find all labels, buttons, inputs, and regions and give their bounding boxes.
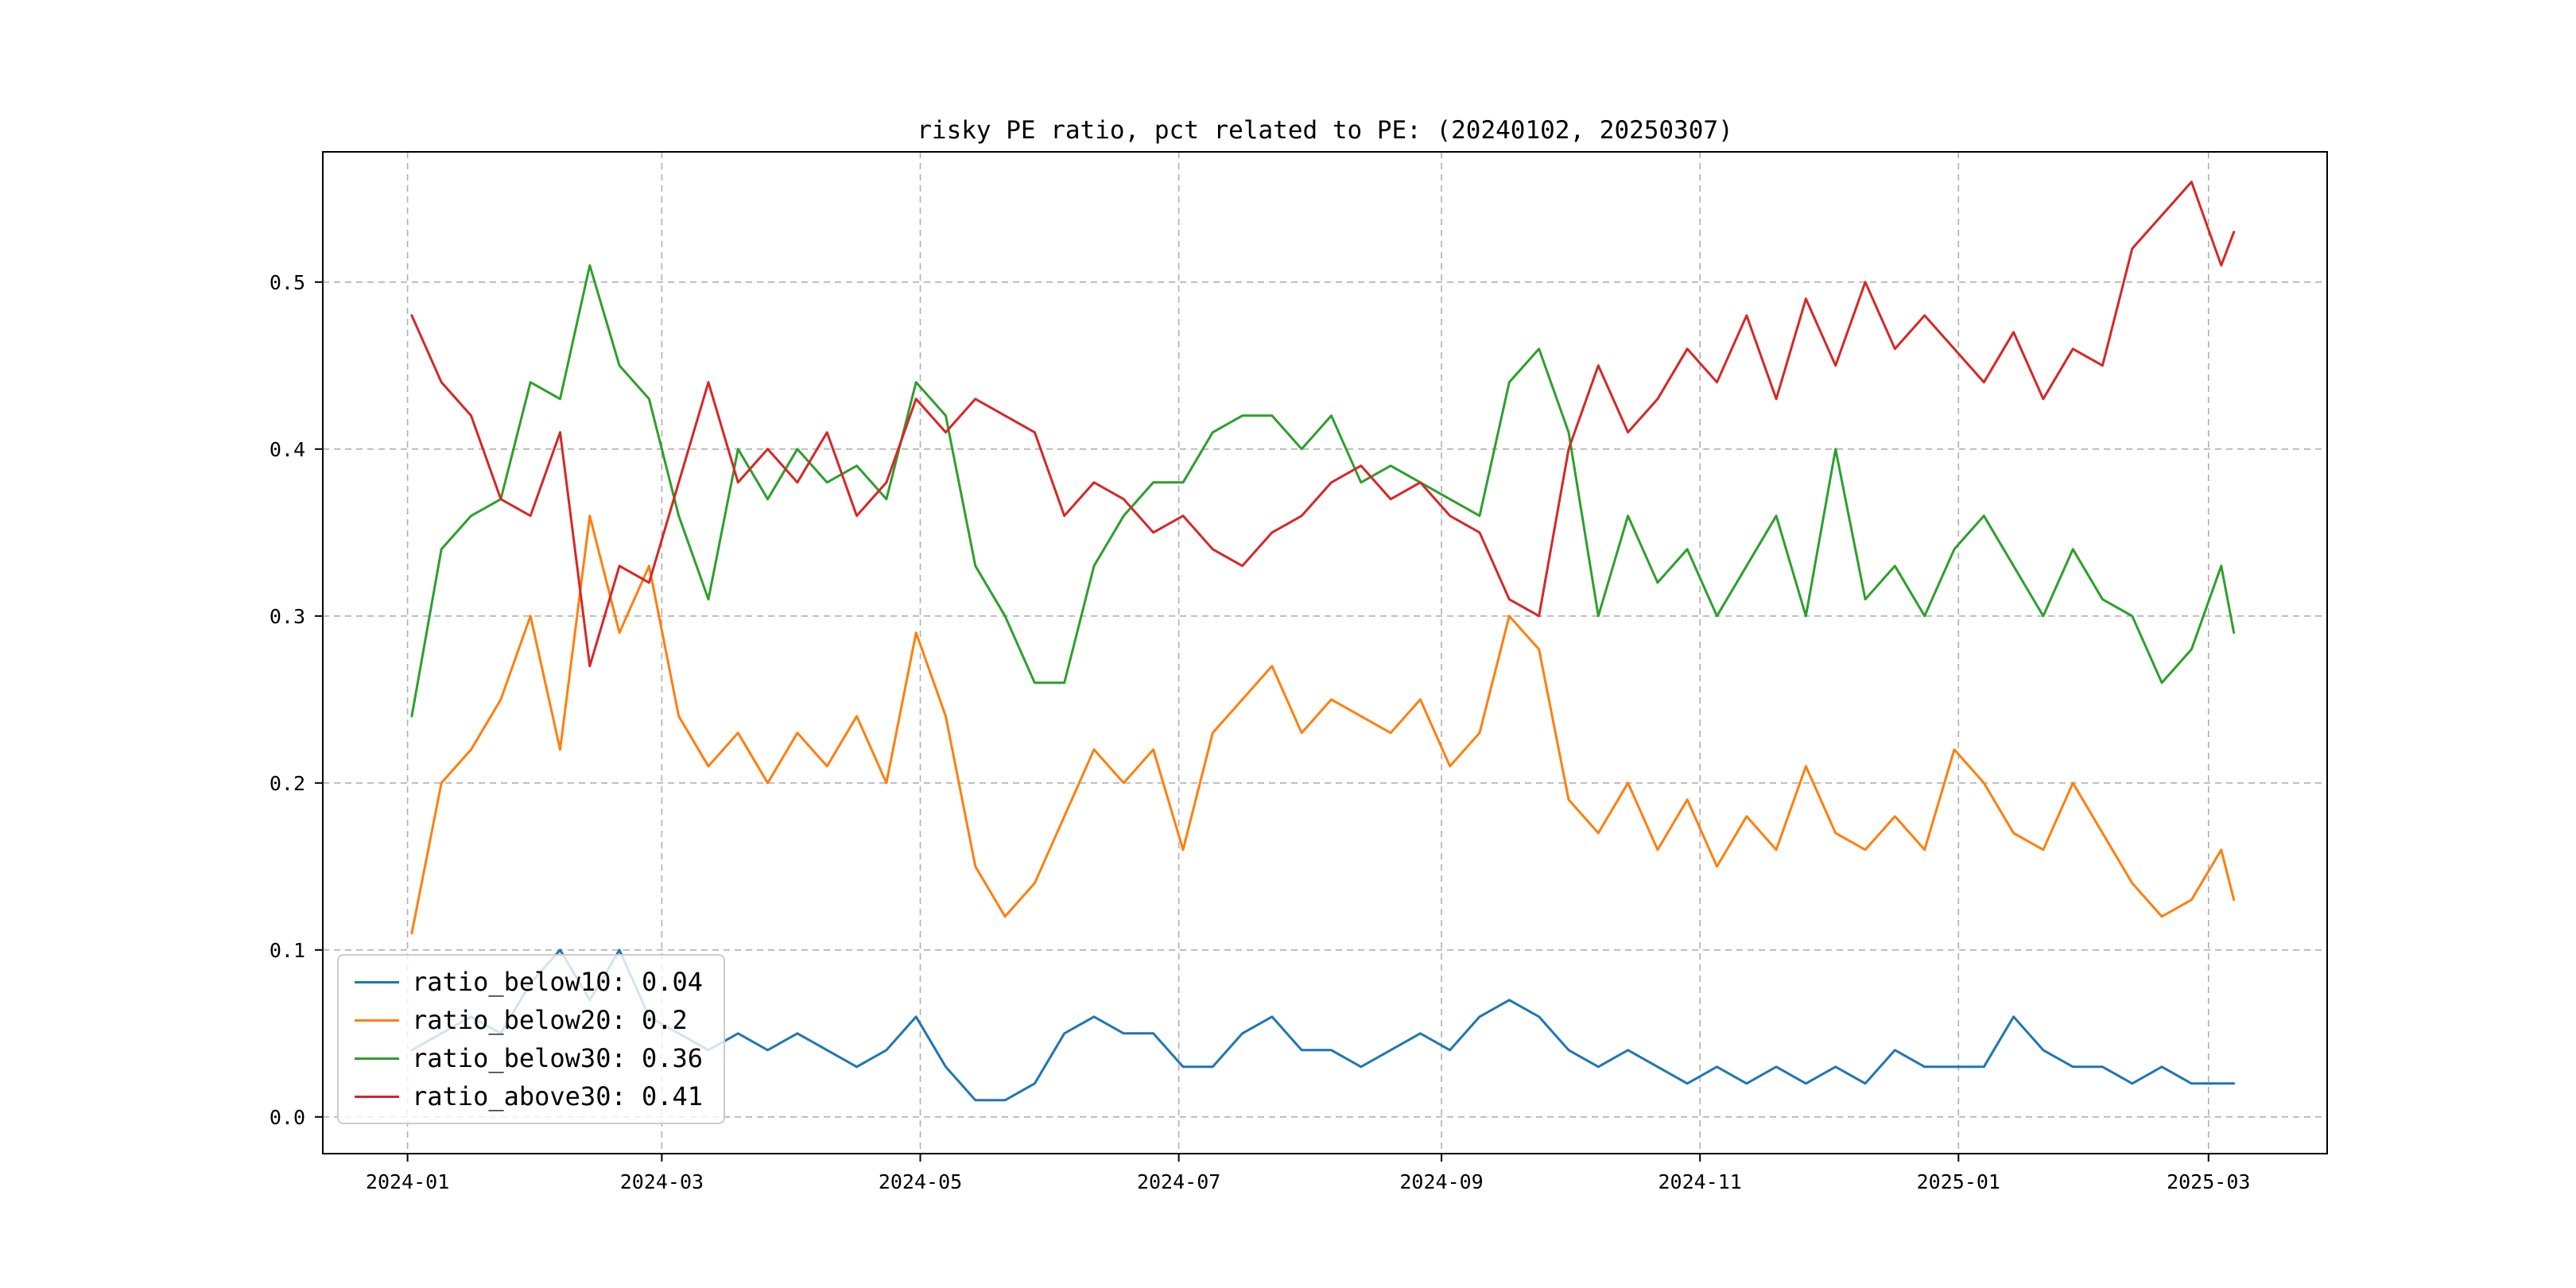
y-tick-label: 0.3 bbox=[270, 605, 305, 628]
x-tick-label: 2024-07 bbox=[1137, 1170, 1220, 1193]
legend-item-ratio-below10: ratio_below10: 0.04 bbox=[355, 967, 703, 997]
y-tick-label: 0.4 bbox=[270, 438, 305, 461]
series-line-ratio_below30 bbox=[410, 264, 2236, 718]
legend-label: ratio_below10: 0.04 bbox=[412, 967, 704, 997]
x-tick-label: 2024-01 bbox=[366, 1170, 449, 1193]
legend-line-swatch-red-icon bbox=[355, 1095, 399, 1098]
series-line-ratio_above30 bbox=[410, 180, 2236, 668]
x-tick-label: 2024-05 bbox=[879, 1170, 962, 1193]
legend-item-ratio-below30: ratio_below30: 0.36 bbox=[355, 1043, 703, 1073]
x-tick-label: 2024-03 bbox=[620, 1170, 704, 1193]
chart-legend: ratio_below10: 0.04 ratio_below20: 0.2 r… bbox=[337, 954, 726, 1124]
x-tick-label: 2025-03 bbox=[2167, 1170, 2250, 1193]
legend-item-ratio-above30: ratio_above30: 0.41 bbox=[355, 1081, 703, 1111]
legend-label: ratio_below30: 0.36 bbox=[412, 1043, 704, 1073]
legend-line-swatch-orange-icon bbox=[355, 1018, 399, 1022]
y-tick-label: 0.1 bbox=[270, 939, 305, 962]
legend-label: ratio_above30: 0.41 bbox=[412, 1081, 704, 1111]
y-tick-label: 0.2 bbox=[270, 772, 305, 795]
axes-frame bbox=[322, 151, 2328, 1154]
x-tick-label: 2024-11 bbox=[1658, 1170, 1742, 1193]
legend-line-swatch-blue-icon bbox=[355, 980, 399, 983]
x-tick-label: 2025-01 bbox=[1917, 1170, 2000, 1193]
legend-label: ratio_below20: 0.2 bbox=[412, 1005, 688, 1035]
y-tick-label: 0.5 bbox=[270, 271, 305, 294]
series-line-ratio_below20 bbox=[410, 514, 2236, 935]
legend-item-ratio-below20: ratio_below20: 0.2 bbox=[355, 1005, 703, 1035]
legend-line-swatch-green-icon bbox=[355, 1057, 399, 1060]
y-tick-label: 0.0 bbox=[270, 1106, 305, 1129]
chart-title: risky PE ratio, pct related to PE: (2024… bbox=[917, 116, 1733, 145]
x-tick-label: 2024-09 bbox=[1399, 1170, 1483, 1193]
